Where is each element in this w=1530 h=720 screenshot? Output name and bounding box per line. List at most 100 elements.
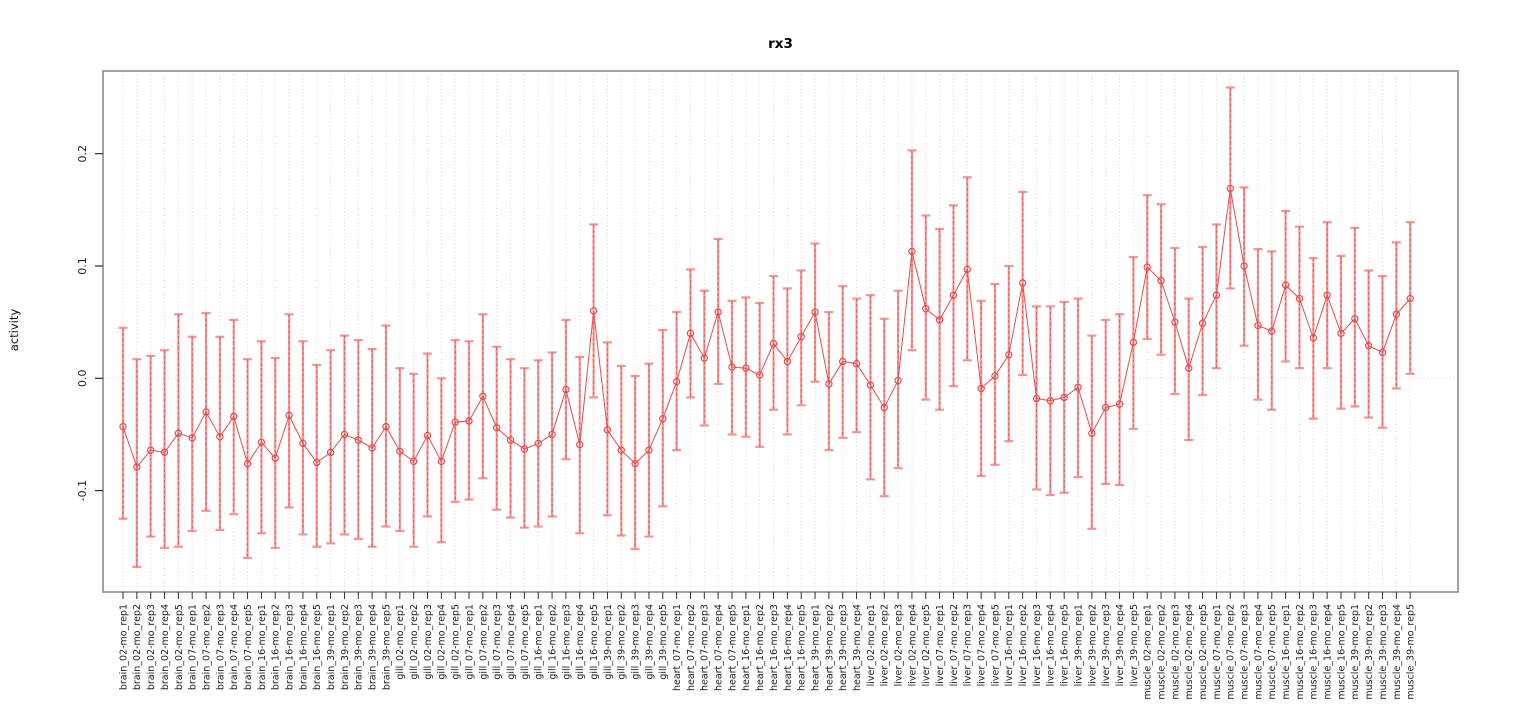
error-bar-brain_16-mo_rep3	[284, 313, 294, 509]
point-muscle_07-mo_rep5	[1268, 327, 1276, 335]
point-muscle_16-mo_rep2	[1295, 294, 1304, 303]
x-tick-label: brain_07-mo_rep4	[229, 604, 240, 690]
error-bars	[118, 86, 1415, 569]
point-gill_16-mo_rep1	[534, 439, 542, 448]
error-bar-liver_02-mo_rep1	[865, 294, 875, 481]
x-tick-label: liver_02-mo_rep5	[921, 604, 932, 686]
gridlines	[103, 71, 1458, 592]
x-tick-label: brain_02-mo_rep3	[146, 604, 157, 690]
point-brain_16-mo_rep1	[257, 438, 266, 447]
point-brain_07-mo_rep5	[243, 459, 252, 468]
x-tick-label: liver_16-mo_rep2	[1018, 604, 1029, 686]
point-heart_16-mo_rep4	[783, 357, 792, 366]
y-tick-label: 0.2	[76, 145, 89, 163]
point-liver_39-mo_rep3	[1102, 403, 1110, 412]
point-brain_16-mo_rep5	[313, 458, 321, 467]
x-tick-label: heart_16-mo_rep4	[783, 604, 794, 691]
point-brain_16-mo_rep2	[271, 454, 279, 462]
x-tick-label: heart_07-mo_rep3	[700, 604, 711, 691]
point-brain_02-mo_rep4	[160, 448, 169, 457]
x-tick-label: brain_39-mo_rep3	[354, 604, 365, 690]
x-tick-label: liver_02-mo_rep4	[907, 604, 918, 686]
x-tick-label: heart_07-mo_rep1	[672, 604, 683, 691]
point-muscle_07-mo_rep4	[1254, 321, 1262, 330]
point-heart_07-mo_rep5	[728, 363, 736, 371]
point-brain_39-mo_rep5	[382, 422, 390, 431]
point-liver_07-mo_rep2	[949, 291, 958, 299]
error-bar-brain_39-mo_rep3	[353, 339, 363, 540]
x-tick-label: gill_39-mo_rep3	[631, 604, 642, 680]
error-bar-brain_39-mo_rep1	[326, 349, 336, 545]
error-bar-gill_07-mo_rep5	[519, 367, 529, 529]
point-gill_39-mo_rep4	[645, 446, 653, 454]
point-brain_02-mo_rep1	[119, 422, 127, 431]
x-tick-label: gill_39-mo_rep1	[603, 604, 614, 680]
point-liver_16-mo_rep5	[1060, 393, 1068, 402]
x-tick-label: muscle_07-mo_rep3	[1240, 604, 1251, 700]
x-tick-label: brain_02-mo_rep1	[118, 604, 129, 690]
error-bar-muscle_39-mo_rep1	[1350, 226, 1360, 408]
x-tick-label: liver_16-mo_rep4	[1046, 604, 1057, 686]
error-bar-brain_16-mo_rep2	[270, 356, 280, 549]
x-tick-label: muscle_16-mo_rep1	[1281, 604, 1292, 700]
x-tick-label: gill_16-mo_rep2	[547, 604, 558, 680]
x-tick-label: gill_02-mo_rep1	[395, 604, 406, 680]
x-tick-label: heart_39-mo_rep2	[824, 604, 835, 691]
x-tick-label: brain_02-mo_rep5	[174, 604, 185, 690]
point-gill_07-mo_rep4	[506, 436, 515, 444]
point-gill_16-mo_rep3	[562, 385, 570, 394]
x-tick-label: gill_07-mo_rep3	[492, 604, 503, 680]
point-liver_02-mo_rep2	[880, 403, 888, 412]
point-gill_02-mo_rep3	[423, 431, 432, 440]
mean-line	[122, 188, 1411, 469]
x-tick-label: liver_39-mo_rep1	[1073, 604, 1084, 686]
x-tick-label: brain_39-mo_rep4	[368, 604, 379, 690]
x-tick-label: gill_16-mo_rep1	[534, 604, 545, 680]
x-tick-label: muscle_39-mo_rep1	[1350, 604, 1361, 700]
x-tick-label: muscle_07-mo_rep5	[1267, 604, 1278, 700]
x-tick-label: gill_39-mo_rep2	[617, 604, 628, 680]
point-muscle_02-mo_rep2	[1157, 276, 1165, 285]
axes	[95, 70, 1459, 599]
x-tick-label: muscle_39-mo_rep2	[1364, 604, 1375, 700]
point-brain_39-mo_rep1	[326, 448, 335, 457]
point-liver_02-mo_rep3	[894, 376, 902, 385]
x-tick-label: muscle_02-mo_rep2	[1156, 604, 1167, 700]
x-tick-label: gill_07-mo_rep2	[478, 604, 489, 680]
point-gill_39-mo_rep2	[617, 446, 625, 454]
error-bar-muscle_02-mo_rep5	[1198, 245, 1208, 397]
error-bar-gill_39-mo_rep3	[630, 374, 640, 551]
point-muscle_02-mo_rep4	[1185, 364, 1193, 372]
error-bar-muscle_39-mo_rep2	[1364, 269, 1374, 419]
x-tick-label: brain_16-mo_rep2	[271, 604, 282, 690]
point-muscle_16-mo_rep5	[1337, 329, 1345, 338]
point-brain_02-mo_rep3	[146, 446, 155, 454]
point-gill_07-mo_rep3	[493, 424, 501, 432]
point-brain_39-mo_rep3	[354, 436, 362, 444]
error-bar-gill_02-mo_rep5	[450, 339, 460, 503]
x-tick-label: liver_39-mo_rep5	[1129, 604, 1140, 686]
x-tick-label: liver_07-mo_rep2	[949, 604, 960, 686]
x-tick-label: gill_16-mo_rep3	[561, 604, 572, 680]
point-liver_16-mo_rep4	[1046, 397, 1055, 405]
x-tick-label: heart_16-mo_rep2	[755, 604, 766, 691]
x-tick-label: muscle_39-mo_rep4	[1392, 604, 1403, 700]
point-brain_39-mo_rep4	[368, 444, 376, 452]
x-tick-label: gill_16-mo_rep5	[589, 604, 600, 680]
point-gill_39-mo_rep3	[631, 459, 639, 468]
point-heart_39-mo_rep3	[839, 357, 847, 366]
error-bar-muscle_39-mo_rep5	[1405, 221, 1415, 375]
point-heart_07-mo_rep4	[714, 308, 722, 316]
x-tick-label: gill_02-mo_rep4	[437, 604, 448, 680]
error-bar-gill_07-mo_rep4	[506, 358, 516, 519]
x-tick-label: brain_07-mo_rep1	[188, 604, 199, 690]
error-bar-liver_39-mo_rep4	[1115, 313, 1125, 487]
error-bar-gill_16-mo_rep4	[575, 355, 585, 535]
error-bar-brain_02-mo_rep2	[132, 358, 142, 569]
point-muscle_02-mo_rep5	[1198, 319, 1207, 327]
x-tick-label: gill_02-mo_rep3	[423, 604, 434, 680]
x-tick-label: brain_39-mo_rep2	[340, 604, 351, 690]
